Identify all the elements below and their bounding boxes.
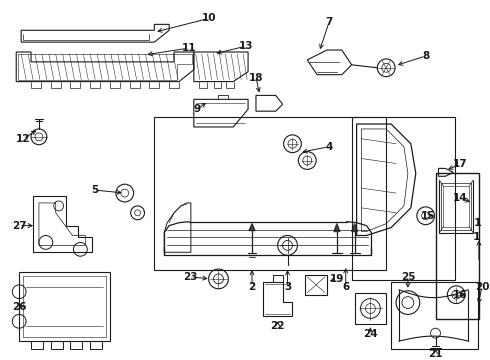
Text: 10: 10 bbox=[201, 13, 216, 23]
Text: 6: 6 bbox=[342, 282, 349, 292]
Text: 24: 24 bbox=[363, 329, 378, 339]
Text: 1: 1 bbox=[473, 233, 481, 243]
Bar bbox=[51, 341, 63, 349]
Text: 21: 21 bbox=[428, 349, 443, 359]
Text: 27: 27 bbox=[12, 221, 26, 231]
Polygon shape bbox=[334, 224, 340, 231]
Text: 20: 20 bbox=[475, 282, 489, 292]
Bar bbox=[391, 282, 478, 349]
Text: 2: 2 bbox=[248, 282, 256, 292]
Text: 11: 11 bbox=[182, 43, 196, 53]
Text: 15: 15 bbox=[420, 211, 435, 221]
Text: 19: 19 bbox=[330, 274, 344, 284]
Text: 7: 7 bbox=[325, 17, 333, 27]
Text: 23: 23 bbox=[184, 272, 198, 282]
Bar bbox=[154, 117, 386, 270]
Text: 3: 3 bbox=[284, 282, 291, 292]
Bar bbox=[31, 341, 43, 349]
Bar bbox=[71, 341, 82, 349]
Text: 9: 9 bbox=[193, 104, 200, 114]
Bar bbox=[436, 173, 479, 319]
Text: 14: 14 bbox=[453, 193, 467, 203]
Text: 16: 16 bbox=[453, 290, 467, 300]
Text: 5: 5 bbox=[92, 185, 99, 195]
Text: 22: 22 bbox=[270, 321, 285, 331]
Text: 18: 18 bbox=[249, 73, 263, 83]
Bar bbox=[90, 341, 102, 349]
Text: 17: 17 bbox=[453, 159, 467, 170]
Text: 26: 26 bbox=[12, 302, 26, 311]
Text: 25: 25 bbox=[401, 272, 415, 282]
Text: 12: 12 bbox=[16, 134, 30, 144]
Text: 13: 13 bbox=[239, 41, 253, 51]
Text: 4: 4 bbox=[325, 142, 333, 152]
Text: 8: 8 bbox=[422, 51, 429, 61]
Polygon shape bbox=[352, 224, 358, 231]
Text: 1: 1 bbox=[474, 218, 482, 228]
Bar bbox=[305, 275, 327, 295]
Bar bbox=[352, 117, 455, 280]
Polygon shape bbox=[249, 224, 255, 230]
